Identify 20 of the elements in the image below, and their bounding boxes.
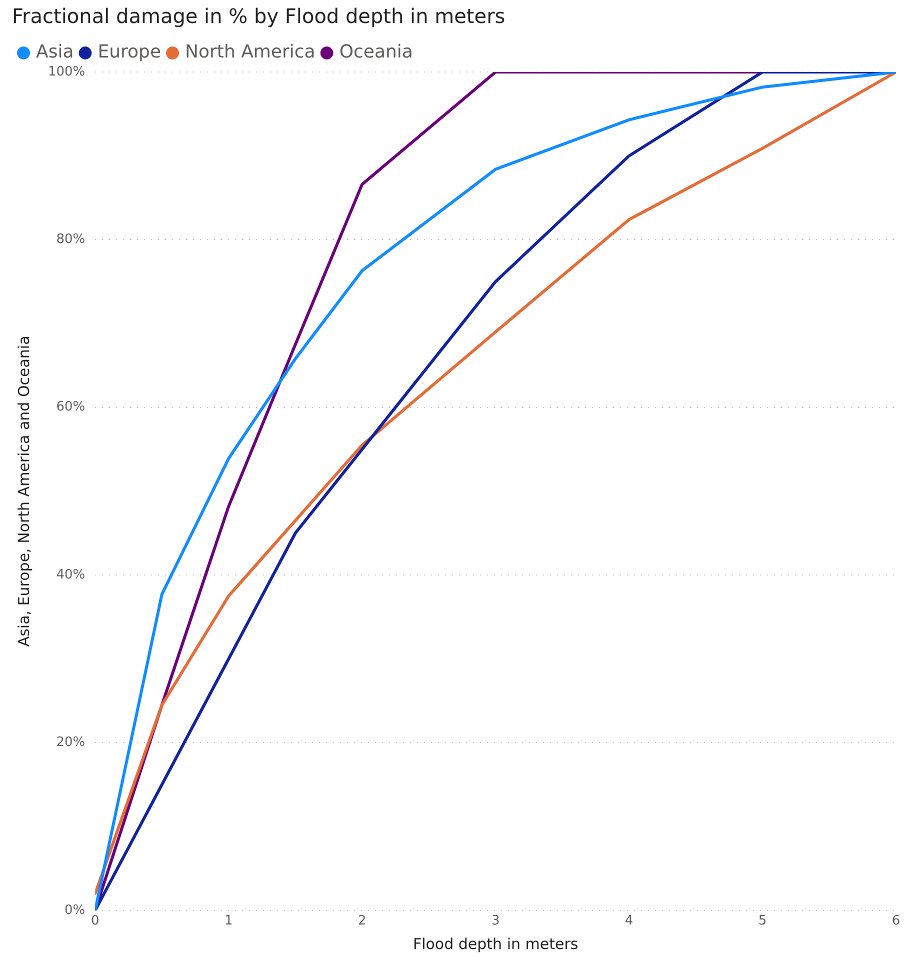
- y-tick-label: 80%: [56, 232, 86, 248]
- y-axis-title: Asia, Europe, North America and Oceania: [14, 336, 33, 647]
- x-tick-label: 1: [224, 914, 233, 929]
- x-tick-label: 5: [758, 914, 767, 929]
- y-tick-label: 100%: [48, 64, 86, 80]
- y-tick-label: 40%: [56, 567, 86, 582]
- y-tick-label: 20%: [56, 735, 86, 750]
- legend-label: Oceania: [339, 42, 413, 63]
- chart-title: Fractional damage in % by Flood depth in meters: [12, 4, 506, 28]
- legend-label: North America: [185, 42, 316, 63]
- legend-label: Europe: [98, 42, 162, 63]
- x-tick-label: 6: [892, 914, 900, 929]
- x-tick-label: 0: [91, 914, 100, 929]
- x-tick-label: 2: [358, 914, 366, 929]
- legend-label: Asia: [36, 42, 74, 63]
- y-tick-label: 60%: [56, 400, 86, 415]
- y-tick-label: 0%: [64, 902, 86, 918]
- x-tick-label: 4: [624, 914, 634, 929]
- x-tick-label: 3: [491, 914, 500, 929]
- x-axis-title: Flood depth in meters: [412, 934, 578, 953]
